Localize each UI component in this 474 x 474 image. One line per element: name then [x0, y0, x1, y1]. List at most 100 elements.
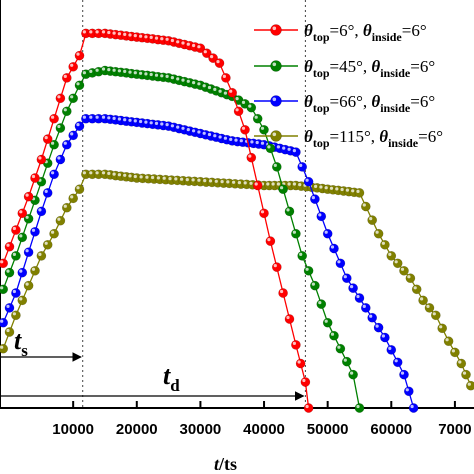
series-1-point-highlight: [235, 108, 239, 112]
series-4-point: [461, 369, 471, 380]
series-3-point: [403, 386, 414, 397]
series-1-point-highlight: [229, 89, 233, 93]
series-1-point-highlight: [95, 30, 99, 34]
series-4-point: [380, 239, 390, 250]
series-2-point-highlight: [350, 371, 354, 375]
series-3-point-highlight: [305, 178, 309, 182]
series-3-point: [329, 243, 339, 254]
series-2-point-highlight: [160, 74, 164, 78]
series-2-point: [246, 102, 257, 113]
series-4-point-highlight: [117, 173, 121, 177]
series-4-point-highlight: [70, 195, 74, 199]
series-2-point-highlight: [6, 269, 10, 273]
series-2-point-highlight: [139, 71, 143, 75]
series-3-point-highlight: [101, 115, 106, 119]
series-2-point-highlight: [186, 79, 190, 83]
series-1-point-highlight: [260, 210, 265, 214]
series-2-point-highlight: [12, 252, 16, 256]
series-3-point-highlight: [255, 140, 259, 145]
series-2-point-highlight: [176, 77, 180, 81]
series-4-point: [360, 201, 371, 212]
series-3-point-highlight: [82, 115, 86, 119]
series-1-point-highlight: [123, 32, 127, 37]
x-tick-label: 7000: [438, 421, 471, 438]
series-2-point-highlight: [197, 82, 201, 86]
series-3-point-highlight: [362, 304, 366, 308]
series-1-point: [61, 73, 72, 83]
legend-label: θtop=66°, θinside=6°: [304, 92, 435, 115]
series-4-point-highlight: [381, 241, 385, 245]
series-4-point: [17, 295, 28, 306]
series-2-point-highlight: [254, 115, 258, 119]
series-3-point-highlight: [311, 196, 315, 200]
series-4-point-highlight: [57, 217, 61, 221]
series-4-point-highlight: [445, 338, 449, 342]
series-3-point-highlight: [394, 359, 398, 363]
series-3-point-highlight: [19, 269, 23, 273]
series-4-point-highlight: [351, 189, 355, 193]
series-1-point-highlight: [254, 182, 258, 186]
series-2-point: [259, 124, 269, 135]
series-3-point: [61, 139, 72, 150]
series-1-point-highlight: [44, 136, 48, 140]
series-3-point-highlight: [330, 245, 335, 249]
series-4-point: [430, 310, 441, 321]
series-1-point: [55, 93, 66, 104]
series-2-point-highlight: [165, 74, 169, 78]
series-3-point-highlight: [117, 117, 121, 121]
series-3-point-highlight: [107, 116, 111, 120]
series-1-point-highlight: [112, 31, 116, 35]
series-4-point-highlight: [271, 182, 275, 186]
series-2-point-highlight: [112, 68, 116, 72]
series-2-point-highlight: [51, 141, 55, 145]
series-4-point: [42, 239, 53, 250]
series-4-point-highlight: [388, 252, 392, 256]
series-4-point: [354, 188, 365, 198]
series-3-point-highlight: [133, 119, 137, 123]
series-3-point: [23, 247, 34, 258]
series-3-point-highlight: [213, 134, 217, 138]
series-3-point-highlight: [218, 135, 222, 139]
series-4-point-highlight: [243, 181, 247, 185]
series-2-point-highlight: [89, 69, 93, 73]
series-3-point-highlight: [234, 138, 238, 142]
series-4-point-highlight: [394, 260, 398, 264]
series-1-point-highlight: [76, 52, 80, 56]
series-2-point: [265, 143, 276, 154]
series-4-point-highlight: [156, 176, 160, 180]
series-4-point: [49, 228, 59, 239]
series-1-point: [74, 50, 85, 61]
series-2-point-highlight: [343, 358, 347, 362]
series-4-point: [418, 295, 428, 306]
series-4-point-highlight: [420, 297, 424, 301]
series-4-point: [61, 202, 72, 213]
series-3-point-highlight: [375, 324, 379, 328]
series-1-point: [221, 73, 231, 83]
series-4-point-highlight: [203, 179, 207, 183]
series-4-point: [392, 258, 403, 269]
series-1-point-highlight: [89, 30, 93, 34]
series-1-point-highlight: [154, 36, 159, 40]
series-3-point-highlight: [0, 319, 4, 323]
series-4-point-highlight: [174, 177, 178, 181]
series-3-point: [354, 293, 365, 303]
series-2-point-highlight: [267, 145, 271, 149]
series-1-point-highlight: [51, 115, 55, 119]
series-4-point-highlight: [214, 179, 218, 183]
series-1-point: [303, 403, 314, 413]
series-3-point-highlight: [38, 208, 42, 212]
series-3-point-highlight: [197, 130, 201, 134]
series-2-point-highlight: [154, 73, 159, 77]
series-2-point-highlight: [286, 208, 290, 212]
series-2-point: [348, 369, 358, 380]
series-1-point-highlight: [31, 174, 36, 179]
series-4-point: [30, 265, 40, 276]
series-4-point-highlight: [319, 185, 323, 189]
series-4-point-highlight: [139, 175, 143, 179]
series-4-point-highlight: [180, 177, 184, 181]
x-axis-title: t/ts: [214, 454, 237, 474]
series-3-point-highlight: [276, 145, 280, 149]
td-label: td: [163, 361, 180, 395]
series-4-point: [68, 193, 79, 204]
series-3-point-highlight: [165, 123, 169, 127]
